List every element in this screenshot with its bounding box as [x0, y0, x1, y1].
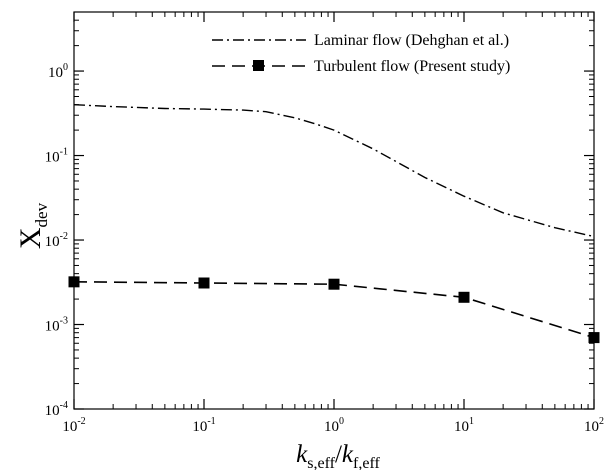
- y-tick-label: 10-2: [45, 231, 68, 250]
- x-axis-title: ks,eff/kf,eff: [296, 441, 380, 470]
- data-point: [198, 277, 210, 289]
- y-axis-title-sub: dev: [32, 202, 51, 227]
- legend-label-laminar: Laminar flow (Dehghan et al.): [314, 32, 509, 49]
- x-axis-title-k1: k: [296, 441, 308, 468]
- x-tick-label: 10-1: [192, 416, 215, 435]
- y-tick-label: 10-1: [45, 147, 68, 166]
- y-tick-label: 10-3: [45, 316, 68, 335]
- plot-frame: [73, 11, 595, 410]
- legend-label-turbulent: Turbulent flow (Present study): [314, 58, 510, 75]
- x-axis-title-sub2: f,eff: [353, 455, 380, 470]
- labels-layer: 10-2 10-1 100 101 102 10-4 10-3 10-2 10-1 100: [45, 62, 604, 435]
- y-tick-label: 100: [48, 62, 68, 81]
- data-point: [328, 278, 340, 290]
- x-tick-label: 101: [454, 416, 474, 435]
- x-axis-title-sub1: s,eff: [307, 455, 335, 470]
- y-axis-title-main: X: [14, 227, 47, 249]
- series-layer: [68, 104, 600, 344]
- data-point: [458, 291, 470, 303]
- y-axis-title: Xdev: [14, 202, 51, 249]
- x-tick-label: 102: [584, 416, 604, 435]
- x-tick-label: 10-2: [62, 416, 85, 435]
- legend-marker-turbulent: [253, 60, 264, 71]
- series-line-1: [73, 281, 595, 339]
- y-tick-label: 10-4: [45, 400, 68, 419]
- series-line-0: [73, 104, 595, 238]
- legend: Laminar flow (Dehghan et al.) Turbulent …: [212, 32, 510, 75]
- x-axis-title-k2: k: [342, 441, 354, 468]
- x-axis-title-slash: /: [335, 441, 342, 468]
- x-tick-label: 100: [324, 416, 344, 435]
- ticks-layer: [73, 12, 595, 410]
